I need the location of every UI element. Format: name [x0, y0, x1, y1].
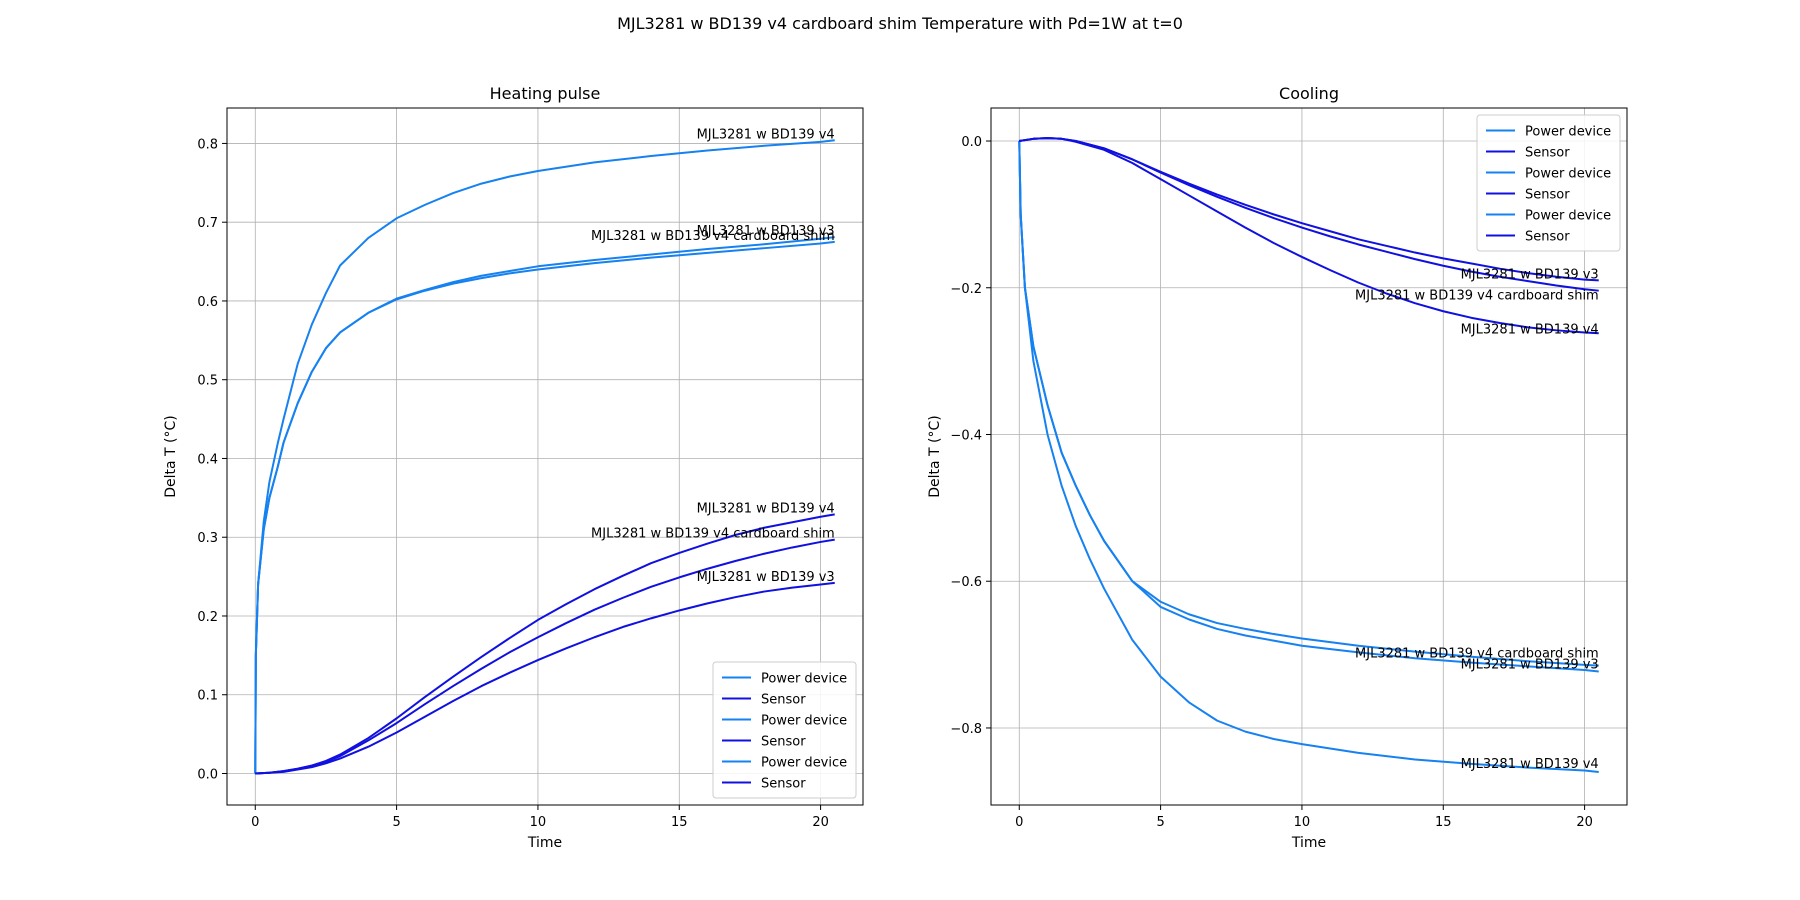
cooling-xtick-label: 10: [1294, 815, 1311, 830]
cooling-series-0-power-device-line: [1018, 141, 1599, 773]
heating-legend-label: Sensor: [761, 735, 806, 750]
cooling-y-axis-label: Delta T (°C): [927, 415, 943, 498]
cooling-legend-label: Power device: [1525, 125, 1611, 140]
heating-annotation: MJL3281 w BD139 v4: [697, 127, 835, 142]
heating-annotation: MJL3281 w BD139 v4 cardboard shim: [591, 527, 835, 542]
cooling-xtick-label: 0: [1015, 815, 1023, 830]
figure-title: MJL3281 w BD139 v4 cardboard shim Temper…: [617, 14, 1183, 33]
cooling-annotation: MJL3281 w BD139 v4: [1461, 757, 1599, 772]
heating-xtick-label: 20: [812, 815, 829, 830]
heating-axes-frame: [226, 107, 864, 806]
cooling-legend-label: Power device: [1525, 209, 1611, 224]
heating-annotation: MJL3281 w BD139 v4: [697, 501, 835, 516]
cooling-legend-label: Sensor: [1525, 188, 1570, 203]
heating-series-4-sensor-line: [255, 538, 835, 775]
heating-x-axis-label: Time: [527, 835, 562, 851]
cooling-ytick-label: 0.0: [961, 135, 982, 150]
heating-legend-label: Power device: [761, 756, 847, 771]
cooling-annotation: MJL3281 w BD139 v4 cardboard shim: [1355, 289, 1599, 304]
cooling-xtick-label: 5: [1156, 815, 1164, 830]
heating-ytick-label: 0.5: [197, 374, 218, 389]
cooling-annotation: MJL3281 w BD139 v4 cardboard shim: [1355, 647, 1599, 662]
cooling-legend-label: Sensor: [1525, 230, 1570, 245]
cooling-ytick-label: −0.4: [950, 428, 982, 443]
heating-ytick-label: 0.1: [197, 689, 218, 704]
heating-legend-label: Power device: [761, 714, 847, 729]
cooling-annotation: MJL3281 w BD139 v3: [1461, 267, 1599, 282]
cooling-xtick-label: 20: [1576, 815, 1593, 830]
cooling-ytick-label: −0.6: [950, 575, 982, 590]
cooling-annotation: MJL3281 w BD139 v3: [1461, 658, 1599, 673]
heating-legend-label: Sensor: [761, 777, 806, 792]
heating-series-5-sensor-line: [255, 581, 835, 775]
heating-y-axis-label: Delta T (°C): [163, 415, 179, 498]
cooling-legend-box: [1476, 114, 1621, 252]
cooling-panel-title: Cooling: [1279, 84, 1339, 103]
heating-pulse-panel: 0 5 10 15 20 0.0 0.1 0.2 0.3 0.4 0.5 0.6 0.7 0.8 Heati…: [163, 84, 864, 851]
heating-ytick-label: 0.8: [197, 137, 218, 152]
heating-series-2-power-device-line: [254, 240, 835, 774]
heating-ytick-label: 0.7: [197, 216, 218, 231]
heating-legend-label: Sensor: [761, 693, 806, 708]
heating-legend: Power device Sensor Power device Sensor Powe…: [712, 661, 857, 799]
heating-panel-title: Heating pulse: [490, 84, 601, 103]
heating-xtick-label: 0: [251, 815, 259, 830]
cooling-axes-frame: [990, 107, 1628, 806]
heating-ytick-label: 0.3: [197, 531, 218, 546]
heating-ytick-label: 0.6: [197, 295, 218, 310]
heating-annotation: MJL3281 w BD139 v4 cardboard shim: [591, 229, 835, 244]
heating-xtick-label: 10: [530, 815, 547, 830]
cooling-legend-label: Sensor: [1525, 146, 1570, 161]
heating-xtick-label: 5: [392, 815, 400, 830]
cooling-panel: 0 5 10 15 20 0.0 −0.2 −0.4 −0.6 −0.8 Cooling Time De…: [927, 84, 1628, 851]
heating-legend-label: Power device: [761, 672, 847, 687]
heating-annotation: MJL3281 w BD139 v3: [697, 224, 835, 239]
cooling-ytick-label: −0.2: [950, 282, 982, 297]
heating-legend-box: [712, 661, 857, 799]
heating-series-0-power-device-line: [254, 139, 835, 774]
cooling-legend-label: Power device: [1525, 167, 1611, 182]
heating-xtick-label: 15: [671, 815, 688, 830]
cooling-series-2-power-device-line: [1018, 141, 1599, 673]
cooling-ytick-label: −0.8: [950, 722, 982, 737]
heating-ytick-label: 0.2: [197, 610, 218, 625]
heating-ytick-label: 0.4: [197, 452, 218, 467]
heating-ytick-label: 0.0: [197, 767, 218, 782]
cooling-legend: Power device Sensor Power device Sensor Powe…: [1476, 114, 1621, 252]
cooling-series-5-sensor-line: [1019, 137, 1599, 282]
cooling-x-axis-label: Time: [1291, 835, 1326, 851]
cooling-annotation: MJL3281 w BD139 v4: [1461, 322, 1599, 337]
heating-annotation: MJL3281 w BD139 v3: [697, 570, 835, 585]
cooling-xtick-label: 15: [1435, 815, 1452, 830]
